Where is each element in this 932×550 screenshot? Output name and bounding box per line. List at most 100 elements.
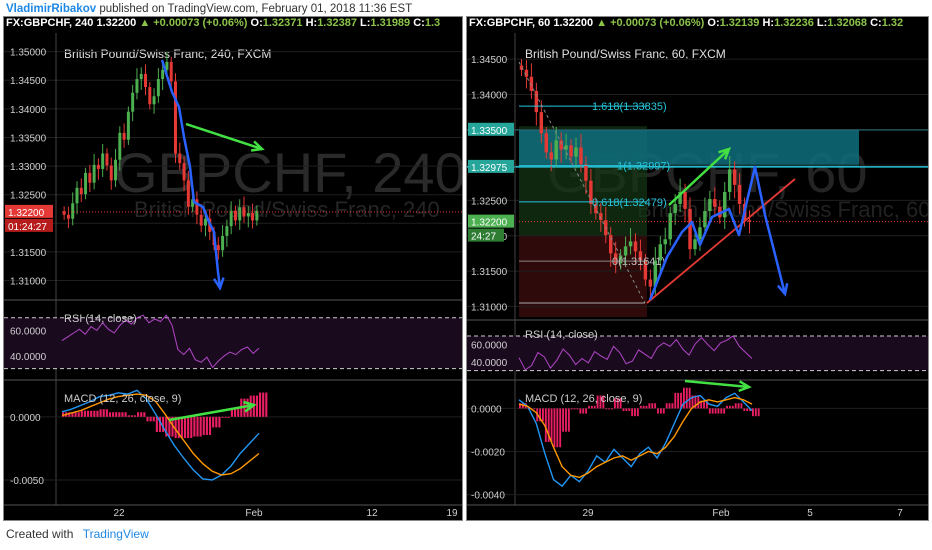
macd-histogram-bar <box>613 398 616 409</box>
candle-body <box>233 210 237 221</box>
candle-body <box>92 164 96 183</box>
candle-body <box>713 199 717 207</box>
candle-body <box>131 92 135 112</box>
candle-body <box>613 253 618 264</box>
macd-histogram-bar <box>731 405 734 409</box>
x-tick-label: 22 <box>113 508 125 519</box>
macd-histogram-bar <box>645 405 648 409</box>
left-low: 1.31989 <box>370 17 411 29</box>
macd-histogram-bar <box>71 412 74 417</box>
macd-histogram-bar <box>68 412 71 417</box>
candle-body <box>584 164 588 181</box>
candle-body <box>663 239 667 245</box>
macd-histogram-bar <box>608 408 611 410</box>
right-change: ▲ +0.00073 (+0.06%) <box>596 17 705 29</box>
candle-body <box>633 241 638 252</box>
macd-histogram-bar <box>662 408 665 414</box>
macd-histogram-bar <box>642 405 645 409</box>
macd-histogram-bar <box>651 403 654 409</box>
macd-histogram-bar <box>634 408 636 417</box>
candle-body <box>225 226 229 236</box>
x-tick-label: 19 <box>446 508 458 519</box>
left-chart-pane[interactable]: FX:GBPCHF, 240 1.32200 ▲ +0.00073 (+0.06… <box>3 16 463 521</box>
macd-histogram-bar <box>599 395 602 409</box>
candle-body <box>195 199 199 215</box>
macd-histogram-bar <box>215 416 218 428</box>
candle-body <box>186 180 190 207</box>
left-change: ▲ +0.00073 (+0.06%) <box>139 17 248 29</box>
x-tick-label: 5 <box>807 508 813 519</box>
candle-body <box>693 239 697 250</box>
right-low: 1.32068 <box>827 17 868 29</box>
right-chart-svg: GBPCHF, 60 British Pound/Swiss Franc, 60… <box>467 33 928 519</box>
macd-histogram-bar <box>542 408 544 422</box>
left-macd-title: MACD (12, 26, close, 9) <box>64 393 181 405</box>
macd-line <box>61 389 260 481</box>
left-c: 1.3 <box>424 17 441 29</box>
macd-histogram-bar <box>550 408 553 443</box>
tradingview-brand[interactable]: TradingView <box>82 527 149 541</box>
macd-histogram-bar <box>246 398 249 417</box>
macd-histogram-bar <box>559 408 562 448</box>
macd-tick-label: -0.0050 <box>10 476 44 487</box>
candle-body <box>668 213 672 240</box>
macd-histogram-bar <box>654 403 657 409</box>
macd-histogram-bar <box>133 415 137 417</box>
right-green-arrow-macd-head <box>738 380 752 393</box>
macd-histogram-bar <box>590 405 593 409</box>
macd-histogram-bar <box>694 395 697 409</box>
macd-histogram-bar <box>648 403 651 409</box>
macd-histogram-bar <box>140 412 143 417</box>
left-green-arrow-price <box>185 122 263 151</box>
candle-body <box>242 207 246 217</box>
y-tick-label: 1.31500 <box>10 248 47 259</box>
countdown-badge-bg <box>5 218 53 232</box>
macd-histogram-bar <box>146 416 149 422</box>
macd-histogram-bar <box>705 400 708 409</box>
macd-histogram-bar <box>99 409 102 417</box>
y-tick-label: 1.33000 <box>10 162 47 173</box>
candle-body <box>708 199 712 212</box>
candle-body <box>529 76 534 91</box>
macd-histogram-bar <box>556 408 559 448</box>
macd-histogram-bar <box>152 416 155 422</box>
macd-histogram-bar <box>193 416 196 437</box>
y-tick-label: 1.35000 <box>10 48 47 59</box>
candle-body <box>144 73 148 88</box>
y-tick-label: 1.31500 <box>471 267 508 278</box>
candle-body <box>549 152 553 160</box>
macd-histogram-bar <box>659 408 662 414</box>
candle-body <box>216 245 220 251</box>
candle-body <box>589 180 593 204</box>
rsi-tick-label: 40.0000 <box>10 352 47 363</box>
last-price-badge-bg <box>468 214 514 228</box>
macd-histogram-bar <box>611 408 613 410</box>
y-tick-label: 1.32500 <box>471 196 508 207</box>
macd-histogram-bar <box>165 416 168 437</box>
candle-body <box>688 208 692 250</box>
macd-histogram-bar <box>619 398 622 409</box>
macd-histogram-bar <box>177 416 180 439</box>
macd-histogram-bar <box>230 407 233 417</box>
macd-histogram-bar <box>93 410 96 417</box>
macd-histogram-bar <box>743 408 746 411</box>
macd-tick-label: -0.0040 <box>471 491 505 502</box>
candle-body <box>727 169 732 192</box>
macd-histogram-bar <box>208 416 212 436</box>
macd-histogram-bar <box>180 416 183 439</box>
author-link[interactable]: VladimirRibakov <box>6 3 97 15</box>
macd-histogram-bar <box>668 403 671 409</box>
candle-body <box>638 251 643 261</box>
y-tick-label: 1.31000 <box>10 277 47 288</box>
macd-histogram-bar <box>262 392 265 417</box>
macd-histogram-bar <box>585 408 588 414</box>
macd-histogram-bar <box>588 405 590 409</box>
macd-histogram-bar <box>567 408 570 432</box>
candle-body <box>574 147 578 157</box>
right-chart-pane[interactable]: FX:GBPCHF, 60 1.32200 ▲ +0.00073 (+0.06%… <box>466 16 929 521</box>
candle-body <box>251 213 255 221</box>
x-tick-label: Feb <box>245 508 263 519</box>
candle-body <box>84 172 88 195</box>
right-blue-arrow-head <box>776 282 789 297</box>
candle-body <box>62 211 66 215</box>
